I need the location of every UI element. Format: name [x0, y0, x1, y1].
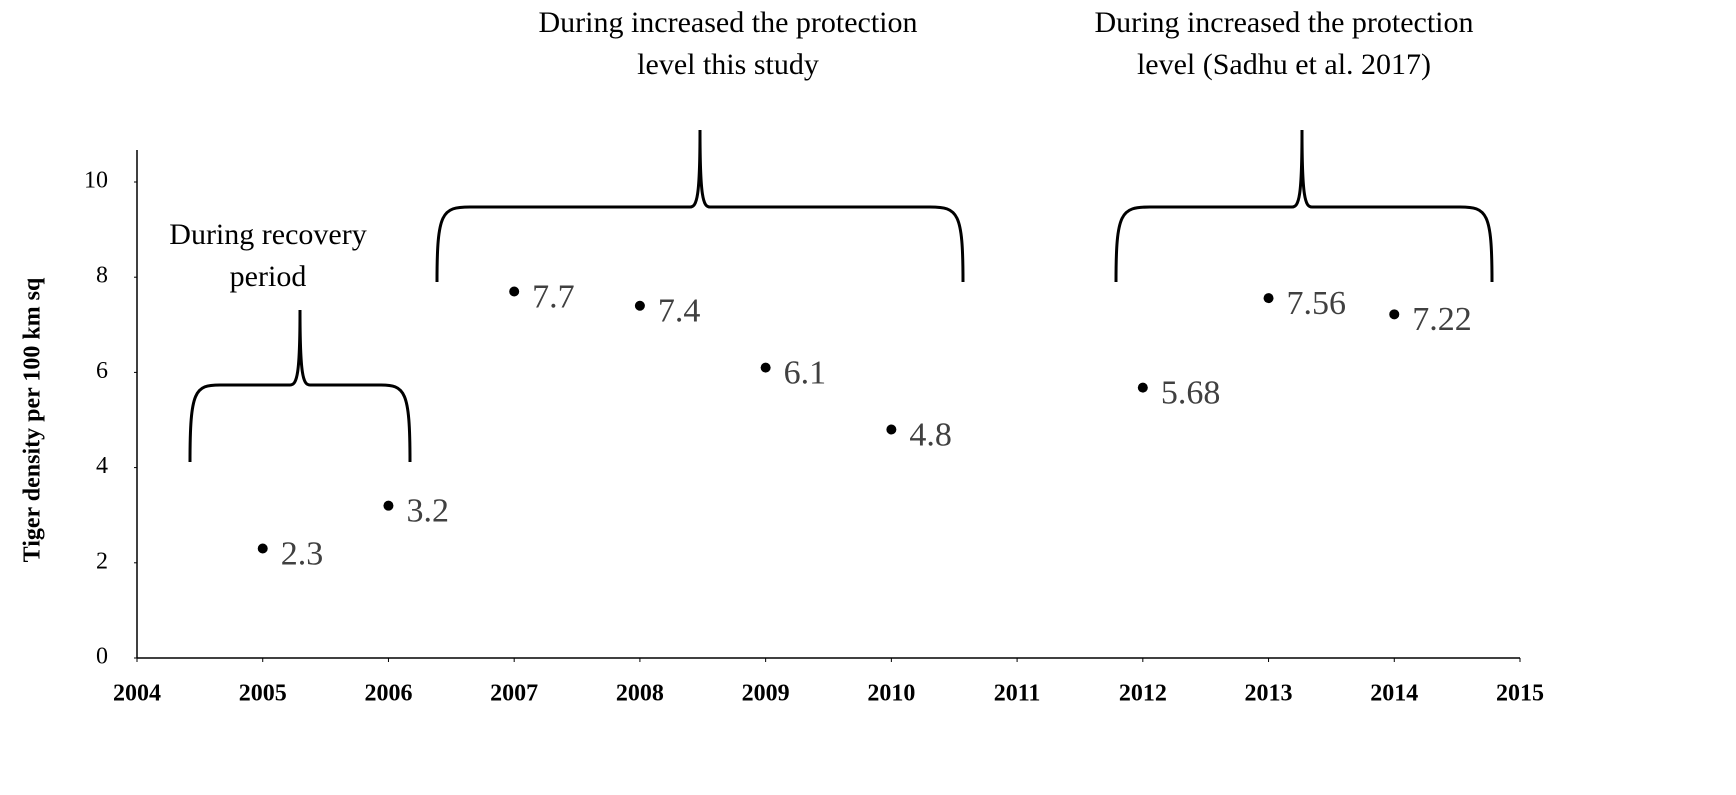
point	[886, 424, 897, 435]
x-tick-label: 2008	[616, 681, 664, 707]
annotation: During increased the protection	[538, 6, 917, 39]
data-label: 4.8	[909, 416, 952, 453]
point	[257, 543, 268, 554]
x-tick-label: 2007	[490, 681, 538, 707]
point	[1389, 309, 1400, 320]
brace	[188, 309, 412, 463]
x-tick-label: 2013	[1245, 681, 1293, 707]
y-tick-label: 6	[96, 358, 108, 384]
y-tick-label: 2	[96, 548, 108, 574]
brace	[1114, 129, 1494, 283]
point	[634, 300, 645, 311]
data-label: 5.68	[1161, 374, 1221, 411]
data-label: 3.2	[406, 492, 449, 529]
y-axis-label: Tiger density per 100 km sq	[20, 277, 46, 562]
annotation: level this study	[637, 48, 819, 81]
annotation: During increased the protection	[1094, 6, 1473, 39]
x-tick-label: 2009	[742, 681, 790, 707]
y-tick-label: 4	[96, 453, 108, 479]
y-tick-label: 0	[96, 644, 108, 670]
x-tick-label: 2006	[364, 681, 412, 707]
data-label: 2.3	[281, 535, 324, 572]
x-tick-label: 2012	[1119, 681, 1167, 707]
annotation: period	[230, 260, 307, 293]
data-label: 6.1	[784, 354, 827, 391]
x-tick-label: 2011	[994, 681, 1041, 707]
data-label: 7.4	[658, 293, 701, 330]
point	[509, 286, 520, 297]
data-label: 7.56	[1287, 285, 1347, 322]
data-label: 7.7	[532, 278, 575, 315]
annotation: During recovery	[169, 218, 366, 251]
point	[1263, 293, 1274, 304]
x-tick-label: 2005	[239, 681, 287, 707]
y-tick-label: 10	[84, 168, 108, 194]
annotation: level (Sadhu et al. 2017)	[1137, 48, 1431, 81]
brace	[435, 129, 965, 283]
x-tick-label: 2015	[1496, 681, 1544, 707]
x-tick-label: 2004	[113, 681, 161, 707]
x-tick-label: 2010	[867, 681, 915, 707]
x-tick-label: 2014	[1370, 681, 1418, 707]
point	[1137, 382, 1148, 393]
point	[760, 362, 771, 373]
point	[383, 500, 394, 511]
y-tick-label: 8	[96, 263, 108, 289]
data-label: 7.22	[1412, 301, 1472, 338]
